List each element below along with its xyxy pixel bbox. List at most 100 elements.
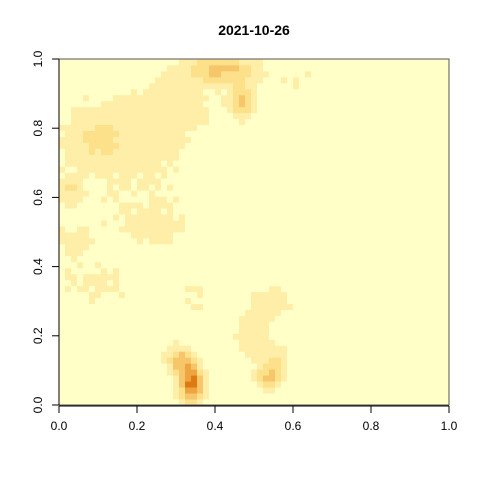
heat-cell (311, 243, 318, 251)
heat-cell (239, 208, 246, 215)
heat-cell (239, 88, 246, 96)
heat-cell (167, 59, 174, 66)
heat-cell (431, 106, 438, 114)
heat-cell (425, 232, 432, 239)
heat-cell (293, 136, 300, 143)
heat-cell (95, 285, 102, 293)
heat-cell (173, 112, 180, 120)
heat-cell (143, 142, 150, 149)
heat-cell (167, 232, 174, 239)
heat-cell (269, 375, 276, 382)
heat-cell (419, 76, 426, 84)
heat-cell (137, 279, 144, 287)
heat-cell (305, 220, 312, 227)
heat-cell (305, 267, 312, 275)
heat-cell (251, 345, 258, 352)
heat-cell (185, 148, 192, 155)
heat-cell (197, 178, 204, 185)
heat-cell (191, 279, 198, 287)
heat-cell (191, 243, 198, 251)
heat-cell (137, 226, 144, 233)
heat-cell (191, 220, 198, 227)
heat-cell (191, 249, 198, 257)
heat-cell (125, 142, 132, 149)
heat-cell (167, 214, 174, 221)
heat-cell (419, 387, 426, 394)
y-tick-label: 0.4 (31, 258, 45, 275)
heat-cell (389, 285, 396, 293)
heat-cell (257, 375, 264, 382)
heat-cell (107, 303, 114, 310)
heat-cell (215, 291, 222, 299)
heat-cell (101, 112, 108, 120)
heat-cell (281, 94, 288, 102)
heat-cell (401, 196, 408, 203)
heat-cell (263, 88, 270, 96)
heat-cell (263, 309, 270, 316)
heat-cell (191, 130, 198, 137)
heat-cell (443, 393, 450, 400)
heat-cell (431, 369, 438, 376)
heat-cell (323, 118, 330, 126)
heat-cell (377, 309, 384, 316)
heat-cell (77, 333, 84, 340)
heat-cell (365, 82, 372, 90)
heat-cell (263, 136, 270, 143)
heat-cell (359, 327, 366, 334)
heat-cell (131, 94, 138, 102)
heat-cell (311, 375, 318, 382)
heat-cell (251, 232, 258, 239)
heat-cell (221, 232, 228, 239)
heat-cell (317, 351, 324, 358)
heat-cell (233, 190, 240, 197)
heat-cell (227, 190, 234, 197)
heat-cell (89, 285, 96, 293)
heat-cell (239, 166, 246, 173)
heat-cell (173, 202, 180, 209)
heat-cell (137, 172, 144, 179)
heat-cell (59, 142, 66, 149)
heat-cell (317, 166, 324, 173)
heat-cell (149, 76, 156, 84)
heat-cell (209, 184, 216, 191)
heat-cell (257, 363, 264, 370)
heat-cell (251, 351, 258, 358)
heat-cell (317, 387, 324, 394)
heat-cell (173, 118, 180, 126)
heat-cell (59, 327, 66, 334)
heat-cell (77, 249, 84, 257)
heat-cell (341, 291, 348, 299)
heat-cell (221, 267, 228, 275)
heat-cell (119, 357, 126, 364)
heat-cell (143, 118, 150, 126)
heat-cell (281, 303, 288, 310)
heat-cell (227, 154, 234, 161)
heat-cell (431, 88, 438, 96)
heat-cell (437, 393, 444, 400)
heat-cell (185, 76, 192, 84)
heat-cell (77, 100, 84, 108)
heat-cell (275, 178, 282, 185)
heat-cell (311, 237, 318, 245)
heat-cell (359, 100, 366, 108)
heat-cell (119, 184, 126, 191)
heat-cell (251, 285, 258, 293)
heat-cell (293, 303, 300, 310)
heat-cell (149, 100, 156, 108)
heat-cell (359, 399, 366, 406)
heat-cell (203, 387, 210, 394)
heat-cell (203, 76, 210, 84)
heat-cell (401, 232, 408, 239)
heat-cell (59, 333, 66, 340)
heat-cell (167, 64, 174, 72)
heat-cell (359, 64, 366, 72)
heat-cell (251, 130, 258, 137)
heat-cell (299, 273, 306, 281)
heat-cell (185, 291, 192, 299)
heat-cell (287, 255, 294, 263)
heat-cell (323, 202, 330, 209)
heat-cell (443, 333, 450, 340)
heat-cell (143, 178, 150, 185)
heat-cell (125, 106, 132, 114)
heat-cell (71, 243, 78, 251)
